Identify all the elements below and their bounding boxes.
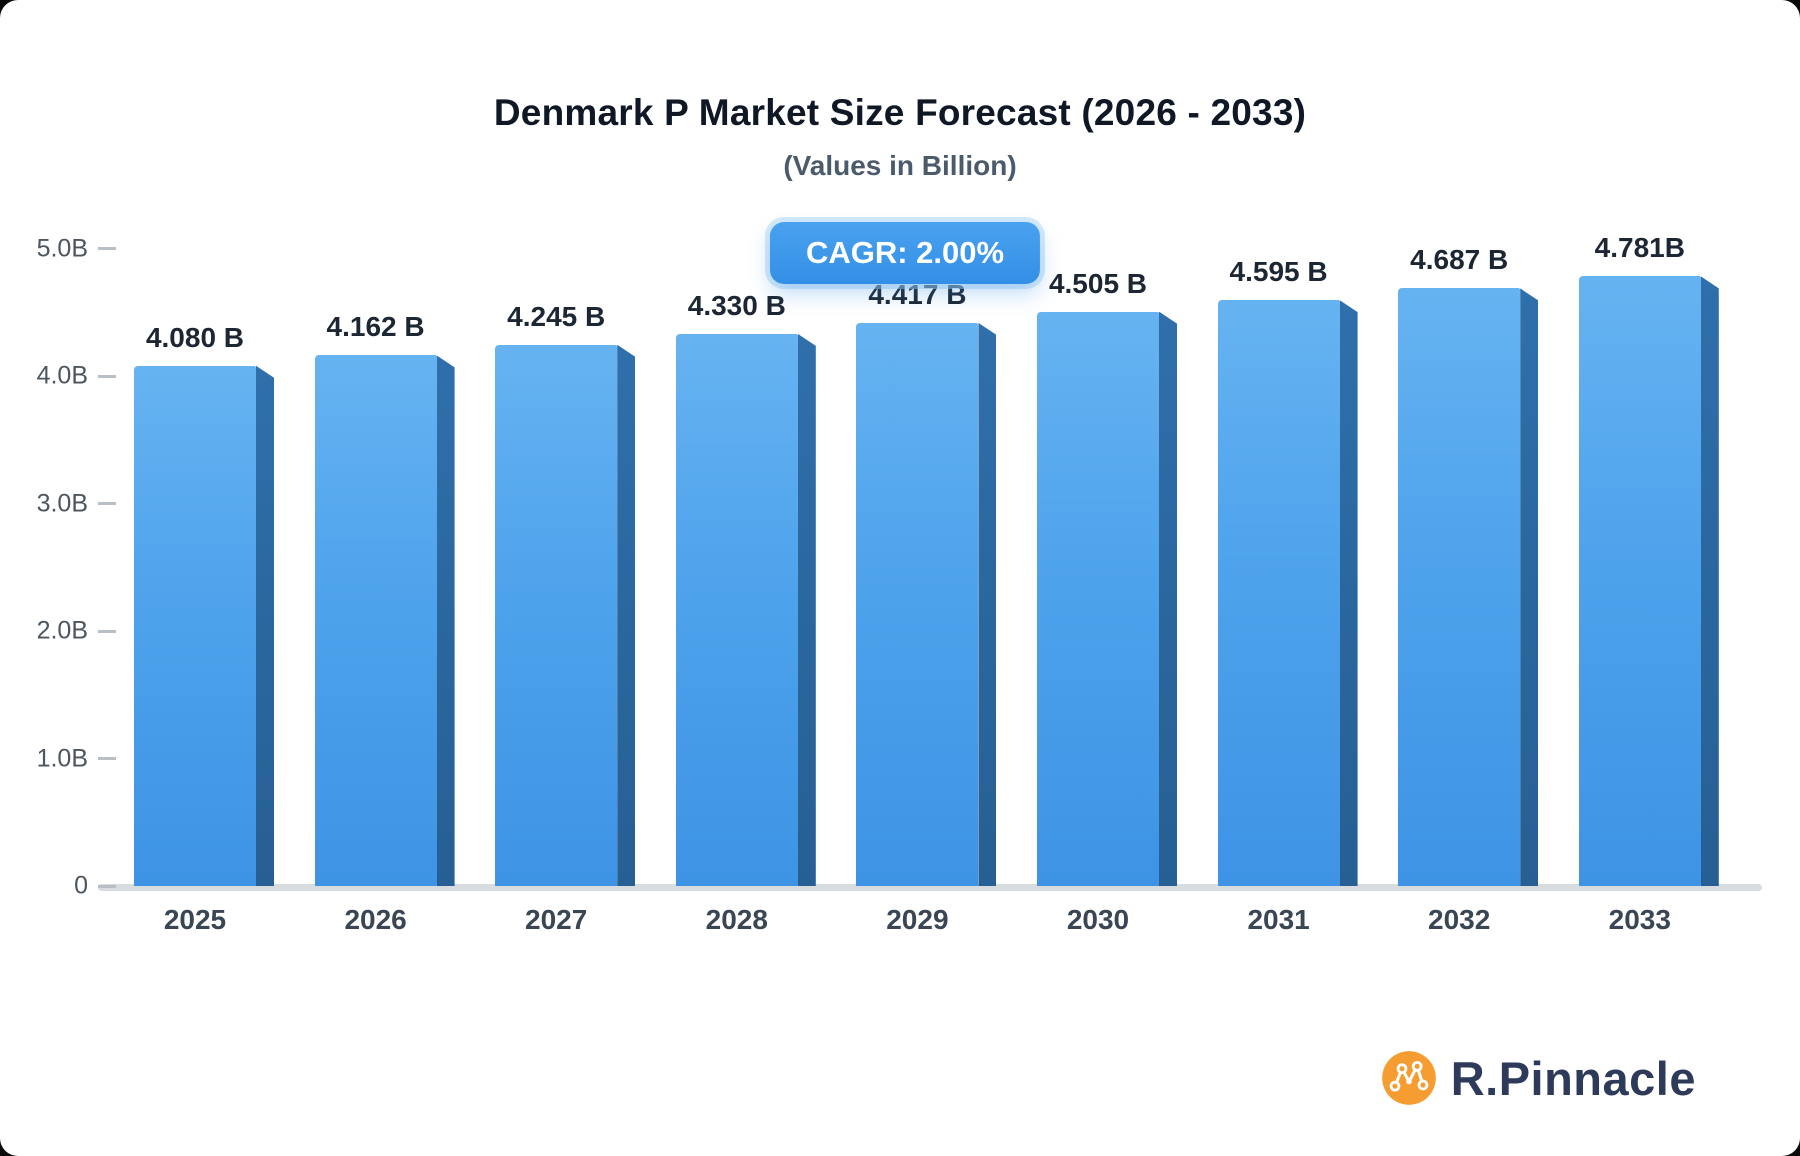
bar-value-label: 4.162 B — [326, 311, 425, 343]
x-axis-label: 2028 — [705, 904, 768, 935]
bar-side-face — [436, 355, 455, 886]
bar-front-face — [495, 344, 618, 886]
x-axis-label: 2031 — [1247, 904, 1310, 935]
bar-value-label: 4.330 B — [687, 289, 786, 321]
y-axis-tick-label: 1.0B — [36, 744, 88, 772]
y-axis-tick-label: 5.0B — [36, 234, 88, 262]
y-axis-tick-label: 0 — [74, 871, 88, 900]
y-axis-tick-label: 2.0B — [36, 616, 88, 645]
bar-front-face — [856, 322, 979, 886]
bar — [1398, 288, 1539, 886]
network-nodes-icon — [1381, 1050, 1437, 1106]
x-axis-label: 2033 — [1608, 904, 1671, 935]
bar-side-face — [797, 333, 816, 886]
bar-front-face — [134, 365, 256, 886]
x-axis-label: 2029 — [886, 904, 949, 935]
bar-value-label: 4.245 B — [507, 300, 606, 332]
bar — [1037, 311, 1177, 886]
y-axis-tick-label: 4.0B — [36, 361, 88, 390]
x-axis-label: 2027 — [525, 904, 588, 935]
bar-front-face — [675, 333, 798, 886]
y-axis-tick-mark — [98, 884, 116, 888]
bar-front-face — [1398, 288, 1521, 886]
bar — [1578, 276, 1719, 886]
brand-logo-text: R.Pinnacle — [1450, 1051, 1696, 1105]
x-axis-label: 2032 — [1428, 904, 1491, 935]
x-axis-label: 2030 — [1066, 904, 1130, 935]
y-axis-tick-label: 3.0B — [36, 489, 88, 517]
bar-front-face — [314, 355, 437, 886]
bar-value-label: 4.781B — [1594, 232, 1685, 264]
bar — [314, 355, 455, 886]
bar-side-face — [978, 322, 997, 886]
bar-front-face — [1037, 311, 1159, 886]
bar — [134, 365, 274, 886]
bar-front-face — [1217, 300, 1340, 886]
bar-side-face — [1520, 288, 1539, 886]
y-axis-tick-mark — [98, 629, 116, 633]
brand-logo: R.Pinnacle — [1381, 1050, 1696, 1106]
bar-value-label: 4.080 B — [145, 321, 245, 353]
bar-side-face — [1159, 311, 1177, 886]
bar — [856, 322, 997, 886]
y-axis-tick-mark — [98, 757, 116, 760]
bar-side-face — [617, 344, 636, 886]
bar-side-face — [256, 365, 274, 886]
bar-front-face — [1578, 276, 1701, 886]
bar — [495, 344, 636, 886]
bar-value-label: 4.595 B — [1229, 256, 1328, 288]
bar — [675, 333, 816, 886]
x-axis-label: 2025 — [163, 904, 227, 935]
cagr-badge: CAGR: 2.00% — [769, 222, 1041, 284]
x-axis-label: 2026 — [344, 904, 407, 935]
y-axis-tick-mark — [98, 247, 116, 250]
bar-value-label: 4.505 B — [1048, 267, 1148, 299]
bar — [1217, 300, 1358, 886]
bar-side-face — [1339, 300, 1358, 886]
bar-side-face — [1700, 276, 1719, 886]
bar-value-label: 4.687 B — [1410, 244, 1509, 276]
y-axis-tick-mark — [98, 374, 116, 378]
x-axis-line — [98, 884, 1762, 891]
y-axis-tick-mark — [98, 502, 116, 505]
chart-title: Denmark P Market Size Forecast (2026 - 2… — [493, 92, 1307, 133]
chart-subtitle: (Values in Billion) — [783, 150, 1017, 181]
